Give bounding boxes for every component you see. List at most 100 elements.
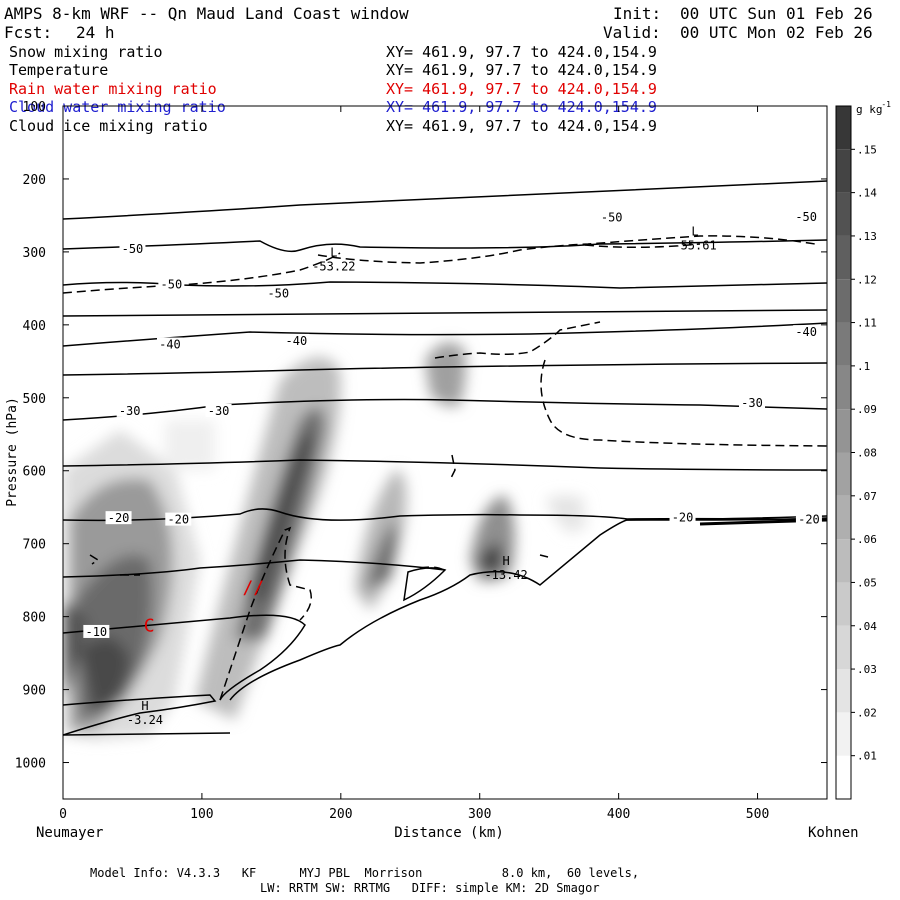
isotherm <box>63 398 827 421</box>
colorbar-swatch <box>836 539 851 583</box>
isotherm-dashed <box>63 252 341 294</box>
y-tick-label: 300 <box>23 246 46 261</box>
isotherm-label: -50 <box>601 211 623 225</box>
axes: 100 200 300 400 500 600 700 800 900 1000 0 100 200 30… <box>15 100 828 822</box>
field-name: Rain water mixing ratio <box>9 79 217 98</box>
x-tick-label: 0 <box>59 807 67 822</box>
extremum-type: H <box>141 699 148 713</box>
extremum-value: -55.61 <box>673 238 716 252</box>
y-tick-label: 600 <box>23 465 46 480</box>
colorbar-tick-label: .04 <box>857 620 877 633</box>
isotherm-label-bg <box>116 403 143 417</box>
colorbar-tick-label: .14 <box>857 187 877 200</box>
isotherm <box>63 239 827 253</box>
isotherm-label-bg <box>793 209 820 223</box>
isotherm-label: -40 <box>795 325 817 339</box>
isotherm-label-bg <box>265 286 292 300</box>
shaded-region <box>478 544 502 575</box>
isotherm-dashed <box>584 243 701 249</box>
colorbar-tick-label: .08 <box>857 447 877 460</box>
valid-time: 00 UTC Mon 02 Feb 26 <box>680 23 873 42</box>
colorbar-swatch <box>836 235 851 280</box>
contour-labels: -50 -50 -50 -50 -50 -40 -40 -40 -30 -30 -30 -20 -20 -… <box>83 209 822 727</box>
isotherm-dashed <box>317 235 816 264</box>
isotherm-dashed <box>540 359 827 447</box>
forecast-label: Fcst: <box>4 23 53 42</box>
colorbar-tick-label: .05 <box>857 576 877 589</box>
colorbar-swatch <box>836 452 851 496</box>
isotherm <box>63 732 231 736</box>
colorbar-tick-label: .03 <box>857 663 877 676</box>
chart-title: AMPS 8-km WRF -- Qn Maud Land Coast wind… <box>4 4 409 23</box>
colorbar-swatch <box>836 712 851 756</box>
y-tick-label: 200 <box>23 173 46 188</box>
isotherm-label: -30 <box>208 404 230 418</box>
plot-frame <box>62 105 828 800</box>
y-axis-label: Pressure (hPa) <box>5 397 20 507</box>
isotherm-label-bg <box>795 512 822 526</box>
isotherm-label: -30 <box>119 404 141 418</box>
isotherm-label-bg <box>598 210 625 224</box>
isotherm-label: -50 <box>161 278 183 292</box>
rain-marker: C <box>144 615 155 636</box>
isotherm-label: -50 <box>122 242 144 256</box>
isotherm <box>63 180 827 220</box>
colorbar-swatch <box>836 582 851 626</box>
colorbar-swatch <box>836 365 851 410</box>
isotherm <box>229 517 827 701</box>
forecast-hours: 24 h <box>76 23 115 42</box>
isotherm-label-bg <box>738 395 765 409</box>
isotherm-label: -10 <box>85 625 107 639</box>
field-name: Snow mixing ratio <box>9 43 163 61</box>
field-name: Temperature <box>9 61 109 80</box>
shaded-region <box>80 637 130 715</box>
x-tick-label: 100 <box>190 807 213 822</box>
isotherm-label-bg <box>793 325 820 339</box>
x-tick-label: 400 <box>607 807 630 822</box>
shaded-region <box>365 520 397 590</box>
isotherm-label-bg <box>669 510 696 524</box>
model-info-line2: LW: RRTM SW: RRTMG DIFF: simple KM: 2D S… <box>260 881 600 895</box>
extremum-value: -3.24 <box>127 713 163 727</box>
colorbar-swatch <box>836 279 851 323</box>
colorbar-swatch <box>836 149 851 193</box>
isotherm-label: -40 <box>159 338 181 352</box>
isotherm <box>63 694 217 736</box>
y-tick-label: 100 <box>23 100 46 115</box>
colorbar-tick-label: .01 <box>857 750 877 763</box>
y-tick-label: 1000 <box>15 757 46 772</box>
shading-layer <box>63 342 590 740</box>
colorbar-units-exponent: -1 <box>881 100 891 109</box>
init-time: 00 UTC Sun 01 Feb 26 <box>680 4 873 23</box>
field-section-coords: XY= 461.9, 97.7 to 424.0,154.9 <box>386 116 657 135</box>
isotherm-label-bg <box>205 403 232 417</box>
isotherm-label-bg <box>105 511 132 525</box>
colorbar-tick-label: .11 <box>857 317 877 330</box>
isotherm <box>63 309 827 317</box>
y-tick-label: 700 <box>23 538 46 553</box>
isotherm-label-bg <box>156 337 183 351</box>
field-section-coords: XY= 461.9, 97.7 to 424.0,154.9 <box>386 98 657 117</box>
field-section-coords: XY= 461.9, 97.7 to 424.0,154.9 <box>386 43 657 61</box>
extremum-value: -13.42 <box>484 568 527 582</box>
temperature-contours <box>63 180 827 736</box>
isotherm-dashed <box>89 554 100 565</box>
y-tick-label: 400 <box>23 319 46 334</box>
y-tick-label: 800 <box>23 611 46 626</box>
y-tick-label: 500 <box>23 392 46 407</box>
isotherm <box>63 559 446 578</box>
x-tick-label: 300 <box>468 807 491 822</box>
isotherm <box>403 567 447 602</box>
isotherm-label: -30 <box>741 396 763 410</box>
left-endpoint-label: Neumayer <box>36 825 103 841</box>
extremum-type: L <box>691 224 698 238</box>
isotherm-dashed <box>434 321 601 359</box>
isotherm-label-bg <box>119 241 146 255</box>
colorbar-tick-label: .12 <box>857 273 877 286</box>
field-name: Cloud ice mixing ratio <box>9 116 208 135</box>
init-label: Init: <box>613 4 662 23</box>
isotherm-label: -50 <box>795 210 817 224</box>
isotherm-dashed <box>539 554 549 558</box>
